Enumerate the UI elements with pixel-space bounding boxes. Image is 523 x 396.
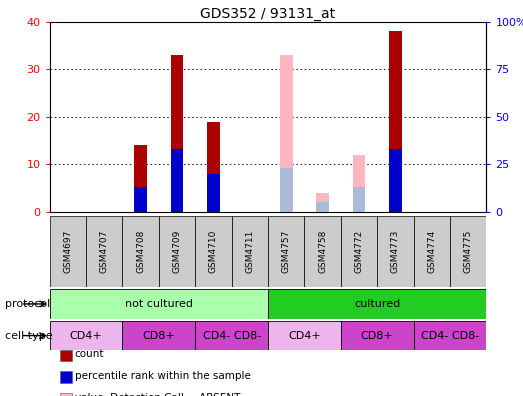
Bar [50,216,86,287]
Bar [268,289,486,319]
Bar [122,216,159,287]
Bar [134,145,147,212]
Bar [280,55,292,212]
Text: protocol: protocol [5,299,51,309]
Text: CD4+: CD4+ [70,331,103,341]
Bar [207,174,220,212]
Text: not cultured: not cultured [125,299,193,309]
Title: GDS352 / 93131_at: GDS352 / 93131_at [200,7,336,21]
Text: GSM4757: GSM4757 [282,230,291,273]
Bar [195,321,268,350]
Bar [389,31,402,212]
Bar [86,216,122,287]
Text: GSM4710: GSM4710 [209,230,218,273]
Bar [232,216,268,287]
Bar [134,187,147,212]
Text: GSM4775: GSM4775 [464,230,473,273]
Text: cultured: cultured [354,299,400,309]
Text: CD8+: CD8+ [142,331,175,341]
Bar [316,202,329,212]
Text: GSM4758: GSM4758 [318,230,327,273]
Text: GSM4772: GSM4772 [355,230,363,273]
Text: CD8+: CD8+ [361,331,394,341]
Text: value, Detection Call = ABSENT: value, Detection Call = ABSENT [75,393,240,396]
Bar [304,216,341,287]
Bar [414,321,486,350]
Bar [170,55,184,212]
Text: GSM4697: GSM4697 [63,230,72,273]
Bar [377,216,414,287]
Text: percentile rank within the sample: percentile rank within the sample [75,371,251,381]
Bar [414,216,450,287]
Bar [159,216,195,287]
Bar [450,216,486,287]
Text: CD4- CD8-: CD4- CD8- [202,331,261,341]
Bar [389,149,402,212]
Text: CD4- CD8-: CD4- CD8- [421,331,479,341]
Text: GSM4773: GSM4773 [391,230,400,273]
Bar [341,321,414,350]
Text: GSM4708: GSM4708 [136,230,145,273]
Text: CD4+: CD4+ [288,331,321,341]
Text: GSM4709: GSM4709 [173,230,181,273]
Text: cell type: cell type [5,331,53,341]
Bar [170,149,184,212]
Bar [268,216,304,287]
Bar [341,216,377,287]
Bar [122,321,195,350]
Bar [207,122,220,212]
Bar [353,187,366,212]
Text: count: count [75,349,104,360]
Bar [280,168,292,212]
Bar [50,321,122,350]
Bar [353,155,366,212]
Text: GSM4711: GSM4711 [245,230,254,273]
Bar [316,193,329,212]
Bar [195,216,232,287]
Bar [268,321,341,350]
Text: GSM4707: GSM4707 [100,230,109,273]
Text: GSM4774: GSM4774 [427,230,436,273]
Bar [50,289,268,319]
